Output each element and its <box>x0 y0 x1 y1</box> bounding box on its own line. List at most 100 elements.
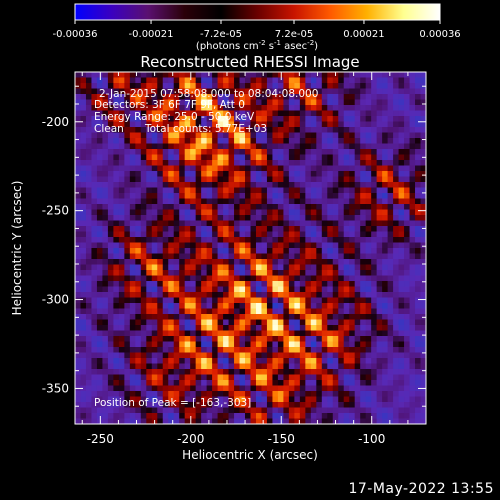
heatmap-pixel <box>365 286 372 293</box>
heatmap-pixel <box>179 209 186 216</box>
heatmap-pixel <box>201 336 208 342</box>
heatmap-pixel <box>365 154 372 161</box>
heatmap-pixel <box>415 275 421 282</box>
heatmap-pixel <box>305 193 312 199</box>
heatmap-pixel <box>415 193 421 199</box>
heatmap-pixel <box>349 396 356 403</box>
heatmap-pixel <box>382 319 389 326</box>
heatmap-pixel <box>360 94 367 100</box>
heatmap-pixel <box>404 99 410 106</box>
heatmap-pixel <box>195 165 202 172</box>
heatmap-pixel <box>239 253 246 260</box>
heatmap-pixel <box>371 132 378 139</box>
heatmap-pixel <box>277 413 284 419</box>
heatmap-pixel <box>266 308 273 315</box>
heatmap-pixel <box>338 341 345 348</box>
heatmap-pixel <box>409 127 416 133</box>
heatmap-pixel <box>206 176 213 183</box>
heatmap-pixel <box>266 99 273 106</box>
heatmap-pixel <box>135 341 142 348</box>
heatmap-pixel <box>299 171 306 177</box>
heatmap-pixel <box>245 281 251 287</box>
heatmap-pixel <box>404 149 410 155</box>
heatmap-pixel <box>283 237 290 243</box>
heatmap-pixel <box>217 259 224 265</box>
heatmap-pixel <box>179 220 186 227</box>
heatmap-pixel <box>190 105 197 111</box>
heatmap-pixel <box>157 138 164 144</box>
heatmap-pixel <box>305 237 312 243</box>
heatmap-pixel <box>310 352 317 359</box>
heatmap-pixel <box>409 94 416 100</box>
heatmap-pixel <box>102 341 109 348</box>
heatmap-pixel <box>250 336 257 342</box>
heatmap-pixel <box>415 402 421 408</box>
heatmap-pixel <box>376 105 383 111</box>
heatmap-pixel <box>85 369 92 375</box>
heatmap-pixel <box>162 314 169 320</box>
heatmap-pixel <box>228 193 235 199</box>
heatmap-pixel <box>266 72 273 78</box>
heatmap-pixel <box>272 132 279 139</box>
heatmap-pixel <box>239 385 246 392</box>
heatmap-pixel <box>321 176 328 183</box>
heatmap-pixel <box>223 358 229 364</box>
heatmap-pixel <box>349 303 356 309</box>
heatmap-pixel <box>113 369 120 375</box>
heatmap-pixel <box>234 116 240 122</box>
heatmap-pixel <box>338 264 345 271</box>
heatmap-pixel <box>327 275 334 282</box>
heatmap-pixel <box>376 341 383 348</box>
heatmap-pixel <box>107 242 114 249</box>
heatmap-pixel <box>168 171 175 177</box>
heatmap-pixel <box>376 358 383 364</box>
heatmap-pixel <box>261 292 268 298</box>
heatmap-pixel <box>415 341 421 348</box>
heatmap-pixel <box>371 209 378 216</box>
heatmap-pixel <box>140 264 147 271</box>
heatmap-pixel <box>118 292 125 298</box>
heatmap-pixel <box>409 121 416 128</box>
heatmap-pixel <box>266 281 273 287</box>
heatmap-pixel <box>146 116 153 122</box>
heatmap-pixel <box>195 264 202 271</box>
heatmap-pixel <box>261 209 268 216</box>
heatmap-pixel <box>140 391 147 397</box>
heatmap-pixel <box>129 94 136 100</box>
heatmap-pixel <box>393 198 399 205</box>
heatmap-pixel <box>338 72 345 78</box>
heatmap-pixel <box>234 231 240 238</box>
heatmap-pixel <box>365 121 372 128</box>
heatmap-pixel <box>409 253 416 260</box>
heatmap-pixel <box>212 374 218 381</box>
heatmap-pixel <box>404 83 410 89</box>
heatmap-pixel <box>206 88 213 95</box>
x-tick-label: -150 <box>268 432 295 446</box>
heatmap-pixel <box>299 209 306 216</box>
heatmap-pixel <box>266 292 273 298</box>
heatmap-pixel <box>261 193 268 199</box>
heatmap-pixel <box>206 314 213 320</box>
heatmap-pixel <box>321 369 328 375</box>
heatmap-pixel <box>146 77 153 84</box>
heatmap-pixel <box>135 105 142 111</box>
heatmap-pixel <box>382 198 389 205</box>
heatmap-pixel <box>135 253 142 260</box>
heatmap-pixel <box>151 297 158 304</box>
heatmap-pixel <box>420 374 426 381</box>
heatmap-pixel <box>206 138 213 144</box>
heatmap-pixel <box>113 193 120 199</box>
heatmap-pixel <box>277 88 284 95</box>
heatmap-pixel <box>96 303 103 309</box>
heatmap-pixel <box>212 407 218 414</box>
heatmap-pixel <box>277 77 284 84</box>
heatmap-pixel <box>179 72 186 78</box>
heatmap-pixel <box>376 374 383 381</box>
heatmap-pixel <box>223 160 229 166</box>
heatmap-pixel <box>327 94 334 100</box>
heatmap-pixel <box>327 363 334 370</box>
heatmap-pixel <box>376 77 383 84</box>
heatmap-pixel <box>321 407 328 414</box>
heatmap-pixel <box>201 127 208 133</box>
heatmap-pixel <box>190 363 197 370</box>
